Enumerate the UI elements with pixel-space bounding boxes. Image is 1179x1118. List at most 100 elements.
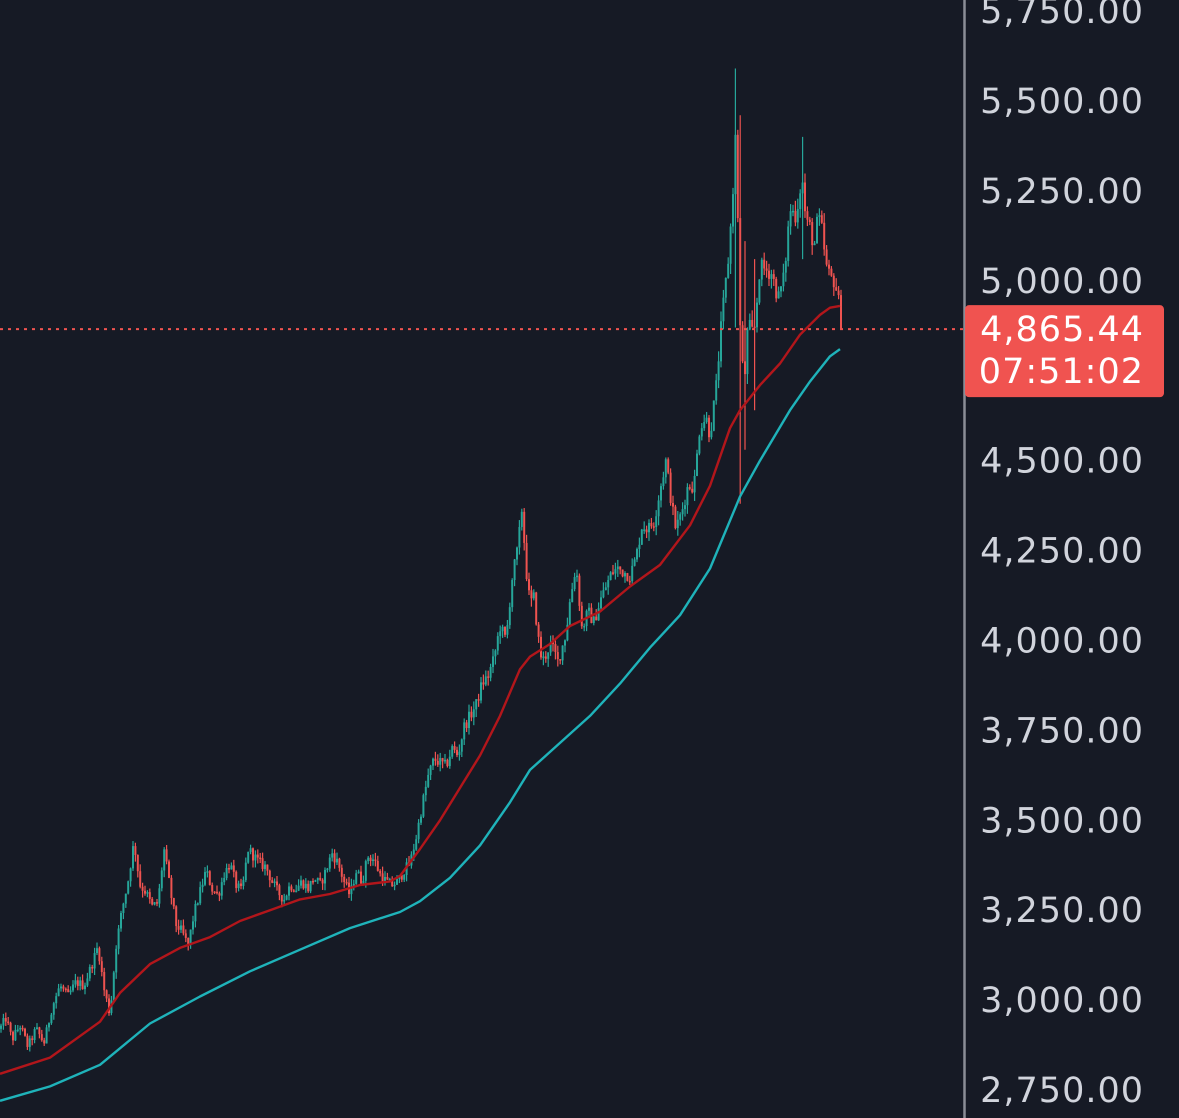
candle-body — [672, 502, 674, 507]
last-price-label: 4,865.44 — [980, 310, 1144, 350]
candle-body — [247, 851, 250, 863]
candle-body — [607, 580, 610, 588]
candle-body — [321, 879, 324, 884]
candle-body — [211, 884, 214, 892]
candle-body — [638, 544, 641, 550]
candle-body — [532, 592, 535, 599]
price-axis-tick-label: 4,000.00 — [980, 621, 1144, 661]
candle-body — [230, 865, 233, 870]
candle-body — [64, 988, 67, 991]
candle-body — [691, 488, 694, 493]
price-axis[interactable]: 2,750.00 3,000.00 3,250.00 3,500.00 3,750.00… — [980, 0, 1144, 1111]
candle-body — [633, 559, 636, 566]
candle-body — [470, 711, 473, 718]
candle-body — [782, 272, 785, 287]
candle-body — [288, 886, 290, 896]
candle-body — [520, 511, 523, 527]
candle-body — [643, 529, 646, 531]
candle-body — [319, 878, 322, 880]
candle-body — [189, 929, 192, 945]
candle-body — [700, 428, 703, 437]
candle-body — [120, 913, 122, 929]
candle-body — [336, 858, 338, 863]
candle-body — [439, 758, 442, 765]
candle-body — [223, 878, 226, 883]
candle-body — [244, 862, 247, 881]
candle-body — [228, 868, 230, 870]
candle-body — [252, 848, 254, 861]
candle-body — [132, 846, 134, 869]
candle-body — [463, 722, 466, 740]
candle-body — [172, 898, 175, 907]
candle-body — [381, 873, 384, 883]
candle-body — [201, 884, 204, 888]
candle-body — [724, 277, 727, 298]
candle-body — [576, 575, 578, 578]
candle-body — [50, 1014, 53, 1024]
candle-body — [360, 871, 362, 884]
candle-body — [806, 211, 809, 220]
candle-body — [4, 1018, 7, 1022]
candle-body — [657, 500, 660, 517]
candle-body — [753, 326, 756, 329]
moving-average-lines — [0, 304, 841, 1102]
candle-body — [338, 858, 341, 868]
candle-body — [504, 626, 506, 635]
candle-body — [208, 871, 211, 885]
candle-body — [708, 417, 710, 438]
candle-body — [160, 870, 163, 889]
candle-body — [482, 682, 485, 685]
candle-body — [343, 876, 346, 883]
candle-body — [367, 857, 370, 862]
candle-body — [828, 264, 830, 269]
candle-body — [424, 786, 427, 796]
candle-body — [415, 839, 418, 850]
candle-body — [508, 607, 511, 626]
candle-body — [650, 522, 653, 527]
candle-body — [86, 978, 89, 986]
moving-average-slow-line — [0, 348, 841, 1102]
candle-body — [184, 933, 187, 938]
candle-body — [163, 849, 166, 871]
candle-body — [124, 893, 127, 904]
candle-body — [763, 259, 766, 269]
candle-body — [38, 1027, 41, 1035]
candle-body — [499, 631, 502, 637]
candle-body — [696, 453, 698, 476]
candle-body — [592, 616, 595, 623]
candle-body — [732, 194, 734, 227]
candle-body — [403, 875, 406, 880]
candle-body — [722, 297, 725, 322]
price-axis-tick-label: 2,750.00 — [980, 1071, 1144, 1111]
candle-body — [604, 587, 607, 591]
candle-body — [523, 511, 526, 543]
candle-body — [55, 996, 58, 1004]
candle-body — [374, 859, 377, 861]
candle-body — [825, 249, 828, 265]
candle-body — [151, 898, 154, 905]
candle-body — [453, 746, 456, 750]
candle-body — [571, 589, 574, 603]
candle-body — [76, 980, 79, 986]
candle-body — [840, 295, 842, 330]
candle-body — [777, 291, 780, 299]
candle-body — [31, 1038, 34, 1040]
candle-body — [480, 682, 482, 701]
candle-body — [444, 759, 446, 762]
candle-body — [619, 566, 622, 570]
candle-body — [772, 274, 775, 279]
candle-body — [573, 577, 576, 590]
candle-body — [703, 421, 706, 429]
candle-body — [268, 870, 271, 881]
candle-body — [660, 486, 662, 501]
candle-body — [460, 739, 463, 752]
candle-body — [204, 872, 206, 885]
candle-body — [81, 980, 84, 990]
candle-body — [278, 885, 281, 896]
candle-body — [501, 626, 504, 632]
candle-body — [237, 883, 240, 889]
candle-body — [232, 865, 235, 872]
price-axis-tick-label: 5,250.00 — [980, 172, 1144, 212]
